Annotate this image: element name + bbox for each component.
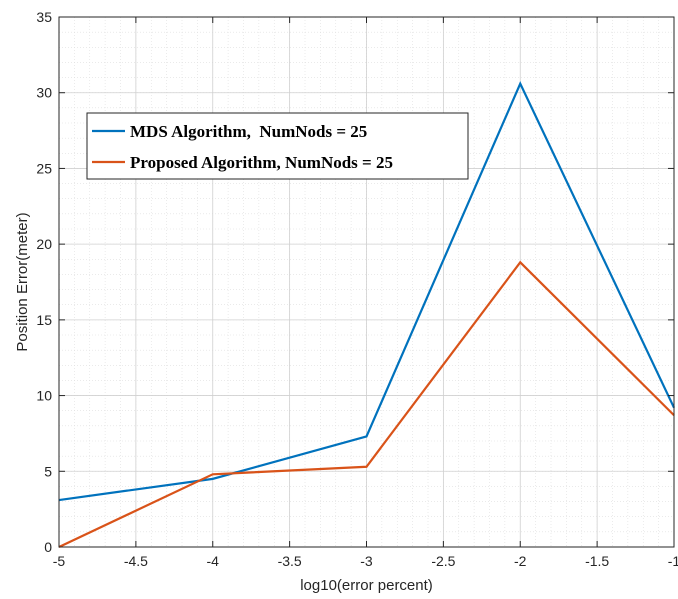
y-tick-label: 5 — [44, 463, 52, 479]
x-tick-labels: -5 -4.5 -4 -3.5 -3 -2.5 -2 -1.5 -1 — [53, 553, 678, 569]
ticks-layer — [58, 16, 675, 548]
x-tick-label: -4 — [207, 553, 220, 569]
y-tick-label: 35 — [36, 9, 52, 25]
series-layer — [58, 80, 675, 548]
y-axis-title: Position Error(meter) — [14, 212, 31, 351]
legend-box — [86, 112, 469, 180]
y-tick-label: 30 — [36, 85, 52, 101]
y-tick-label: 20 — [36, 236, 52, 252]
x-axis-title: log10(error percent) — [300, 577, 433, 594]
legend-label-proposed: Proposed Algorithm, NumNods = 25 — [130, 153, 393, 172]
x-tick-label: -1.5 — [585, 553, 609, 569]
y-tick-label: 15 — [36, 312, 52, 328]
x-tick-label: -3.5 — [278, 553, 302, 569]
y-tick-label: 0 — [44, 539, 52, 555]
x-tick-label: -2.5 — [431, 553, 455, 569]
x-tick-label: -1 — [668, 553, 678, 569]
legend: MDS Algorithm, NumNods = 25 Proposed Alg… — [86, 112, 469, 180]
x-tick-label: -3 — [360, 553, 373, 569]
y-tick-label: 10 — [36, 388, 52, 404]
x-tick-label: -5 — [53, 553, 66, 569]
x-tick-label: -4.5 — [124, 553, 148, 569]
y-tick-label: 25 — [36, 160, 52, 176]
x-tick-label: -2 — [514, 553, 527, 569]
y-tick-labels: 0 5 10 15 20 25 30 35 — [36, 9, 52, 555]
legend-label-mds: MDS Algorithm, NumNods = 25 — [130, 122, 367, 141]
